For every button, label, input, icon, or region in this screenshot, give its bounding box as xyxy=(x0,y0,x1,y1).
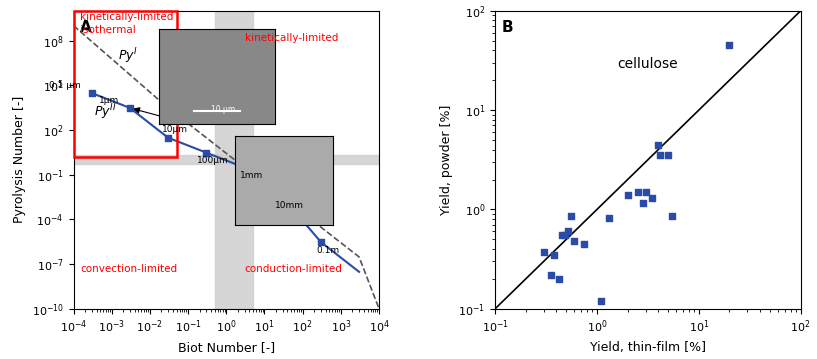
Point xyxy=(555,232,568,238)
Text: 0.1m: 0.1m xyxy=(316,246,339,255)
Point xyxy=(544,272,557,278)
Text: B: B xyxy=(502,20,513,35)
Point xyxy=(123,105,136,111)
Text: 0.1 μm: 0.1 μm xyxy=(49,81,81,90)
Point xyxy=(652,142,665,148)
Point xyxy=(162,135,175,141)
Point xyxy=(723,42,736,48)
Point xyxy=(561,229,574,234)
Text: 1μm: 1μm xyxy=(99,96,119,105)
Point xyxy=(631,189,644,195)
X-axis label: Yield, thin-film [%]: Yield, thin-film [%] xyxy=(590,341,706,354)
Point xyxy=(552,276,565,282)
Point xyxy=(595,298,608,304)
Point xyxy=(558,232,571,238)
Text: 10μm: 10μm xyxy=(162,125,188,134)
Point xyxy=(238,165,251,171)
Point xyxy=(547,252,560,257)
Point xyxy=(621,192,634,198)
Point xyxy=(85,90,98,96)
Text: 1mm: 1mm xyxy=(239,171,263,180)
Point xyxy=(538,250,551,255)
Point xyxy=(646,195,659,201)
Text: 100μm: 100μm xyxy=(198,156,229,165)
Bar xyxy=(74,11,176,157)
Point xyxy=(654,153,667,158)
Point xyxy=(636,201,649,206)
Point xyxy=(564,214,577,219)
Point xyxy=(315,239,328,245)
Text: $Py^I$: $Py^I$ xyxy=(118,46,138,66)
Y-axis label: Pyrolysis Number [-]: Pyrolysis Number [-] xyxy=(13,96,26,223)
Y-axis label: Yield, powder [%]: Yield, powder [%] xyxy=(440,104,453,215)
Point xyxy=(568,238,581,244)
Bar xyxy=(215,11,253,309)
Text: A: A xyxy=(79,20,92,35)
Point xyxy=(602,215,615,221)
Text: convection-limited: convection-limited xyxy=(80,265,177,275)
Bar xyxy=(74,155,379,164)
Point xyxy=(276,195,289,200)
Text: kinetically-limited
isothermal: kinetically-limited isothermal xyxy=(80,12,174,34)
Text: 10mm: 10mm xyxy=(275,201,304,210)
Point xyxy=(200,150,213,155)
Text: $Py^{II}$: $Py^{II}$ xyxy=(94,103,117,122)
Point xyxy=(639,189,652,195)
Point xyxy=(578,241,591,247)
Point xyxy=(666,214,679,219)
Text: conduction-limited: conduction-limited xyxy=(244,265,342,275)
Text: kinetically-limited: kinetically-limited xyxy=(244,33,338,43)
X-axis label: Biot Number [-]: Biot Number [-] xyxy=(178,341,275,354)
Point xyxy=(662,153,675,158)
Text: cellulose: cellulose xyxy=(618,57,678,71)
